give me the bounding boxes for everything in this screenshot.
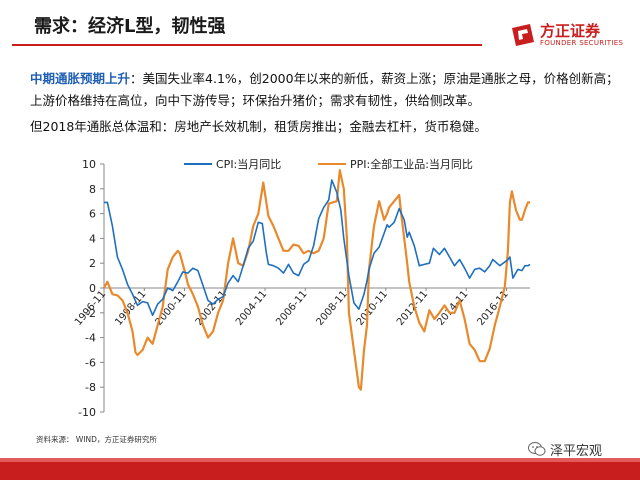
highlight-phrase: 中期通胀预期上升 bbox=[30, 71, 131, 86]
legend-ppi-label: PPI:全部工业品:当月同比 bbox=[350, 157, 473, 171]
cpi-series-line bbox=[103, 179, 531, 317]
x-tick-label: 2006-11 bbox=[274, 289, 309, 328]
y-tick-label: 4 bbox=[89, 232, 96, 245]
legend-cpi-label: CPI:当月同比 bbox=[216, 157, 281, 171]
x-tick-label: 2010-11 bbox=[355, 289, 390, 328]
watermark-text: 泽平宏观 bbox=[550, 444, 603, 459]
wechat-icon bbox=[528, 442, 546, 456]
y-tick-label: -6 bbox=[85, 356, 96, 369]
brand-logo: 方正证券 FOUNDER SECURITIES bbox=[510, 18, 630, 54]
paragraph-2: 但2018年通胀总体温和：房地产长效机制，租赁房推出；金融去杠杆，货币稳健。 bbox=[30, 119, 487, 134]
y-tick-label: 2 bbox=[89, 257, 96, 270]
y-tick-label: 6 bbox=[89, 208, 96, 221]
footer-band bbox=[0, 458, 640, 480]
brand-name-en: FOUNDER SECURITIES bbox=[540, 39, 624, 47]
x-tick-label: 2016-11 bbox=[476, 289, 511, 328]
footer-band-highlight bbox=[0, 458, 640, 462]
y-tick-label: -10 bbox=[78, 406, 96, 419]
ppi-series-line bbox=[102, 169, 530, 391]
y-tick-label: 10 bbox=[82, 158, 96, 171]
y-tick-label: -2 bbox=[85, 307, 96, 320]
brand-name: 方正证券 bbox=[540, 22, 601, 40]
y-tick-label: 8 bbox=[89, 183, 96, 196]
page-title: 需求：经济L型，韧性强 bbox=[34, 16, 226, 37]
brand-mark-icon bbox=[512, 24, 534, 46]
summary-text: 中期通胀预期上升：美国失业率4.1%，创2000年以来的新低，薪资上涨；原油是通… bbox=[30, 68, 628, 138]
source-note: 资料来源： WIND，方正证券研究所 bbox=[36, 435, 157, 444]
y-tick-label: -8 bbox=[85, 381, 96, 394]
paragraph-1-text: ：美国失业率4.1%，创2000年以来的新低，薪资上涨；原油是通胀之母，价格创新… bbox=[30, 71, 619, 108]
y-tick-label: -4 bbox=[85, 332, 96, 345]
x-tick-label: 2008-11 bbox=[315, 289, 350, 328]
y-tick-label: 0 bbox=[89, 282, 96, 295]
title-divider bbox=[12, 44, 482, 46]
paragraph-1: 中期通胀预期上升：美国失业率4.1%，创2000年以来的新低，薪资上涨；原油是通… bbox=[30, 68, 628, 112]
x-tick-label: 2004-11 bbox=[234, 289, 269, 328]
